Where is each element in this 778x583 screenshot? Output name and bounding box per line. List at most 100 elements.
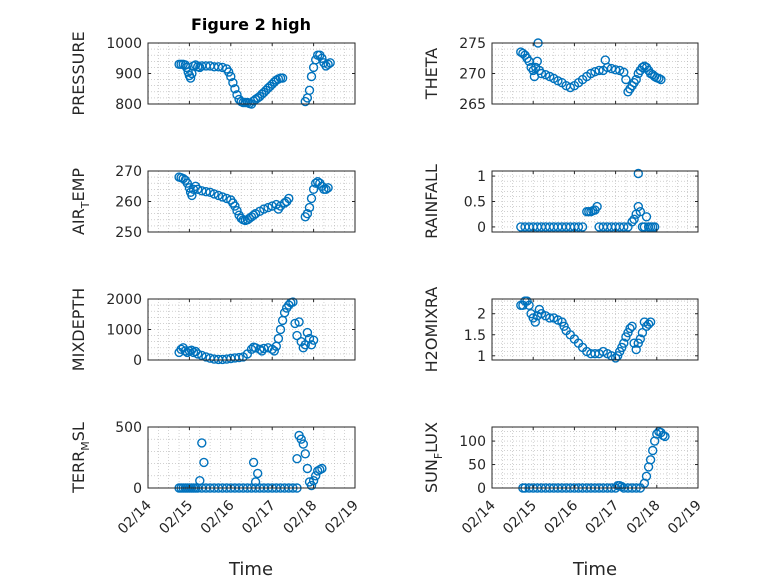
data-point xyxy=(187,190,197,201)
y-label-main: PRESSURE xyxy=(69,31,88,115)
axes-frame xyxy=(491,298,699,361)
data-point xyxy=(302,463,313,474)
data-point xyxy=(308,184,319,195)
x-tick-label: 02/15 xyxy=(500,498,540,538)
y-tick-label: 270 xyxy=(459,67,486,83)
data-point xyxy=(592,201,602,212)
data-point xyxy=(182,178,193,188)
y-label-rest: SL xyxy=(69,422,88,441)
y-tick-label: 275 xyxy=(459,36,486,52)
data-point xyxy=(617,481,627,492)
data-point xyxy=(269,346,279,356)
data-point xyxy=(181,62,192,73)
data-point xyxy=(530,317,540,327)
data-point xyxy=(209,189,219,199)
data-point xyxy=(302,208,313,219)
data-point xyxy=(306,340,317,350)
data-point xyxy=(645,455,656,465)
data-point xyxy=(633,201,643,212)
y-label-main: H2OMIXRA xyxy=(422,287,441,373)
y-label-main: MIXDEPTH xyxy=(69,288,88,371)
x-tick-label: 02/14 xyxy=(459,497,499,537)
data-point xyxy=(302,327,313,338)
data-point xyxy=(223,67,234,77)
y-label-subscript: M xyxy=(79,441,92,451)
y-tick-label: 500 xyxy=(115,420,142,436)
data-point xyxy=(308,335,319,345)
data-point xyxy=(635,334,645,344)
grid-lines xyxy=(147,298,356,361)
data-point xyxy=(292,454,302,464)
data-point xyxy=(294,317,304,327)
data-point xyxy=(633,168,643,179)
subplot-pressure: 800 900 1000 PRESSURE xyxy=(69,31,356,116)
subplot-terrmsl: 0 500 02/14 02/15 02/16 02/17 02/18 02/19 TERRMS… xyxy=(69,420,362,537)
subplot-air-temp: 250 260 270 AIRTEMP xyxy=(69,164,356,241)
data-point xyxy=(250,477,261,487)
data-point xyxy=(290,318,300,329)
data-point xyxy=(641,212,652,222)
series-markers xyxy=(174,172,333,226)
series-markers xyxy=(174,50,335,109)
data-point xyxy=(325,58,335,68)
data-point xyxy=(201,352,211,362)
y-axis-label: H2OMIXRA xyxy=(422,287,441,373)
data-point xyxy=(635,206,645,217)
y-tick-label: 1 xyxy=(477,169,486,185)
y-tick-label: 0 xyxy=(133,353,142,369)
data-point xyxy=(284,193,294,204)
y-axis-label: TERRMSL xyxy=(69,422,92,494)
y-label-main: SUN xyxy=(422,459,441,493)
data-point xyxy=(641,471,652,481)
data-point xyxy=(631,74,641,85)
axes-frame xyxy=(147,426,356,489)
data-point xyxy=(648,445,658,456)
series-markers xyxy=(516,38,666,97)
data-point xyxy=(304,85,315,96)
x-tick-label: 02/18 xyxy=(281,498,321,538)
data-point xyxy=(300,449,310,459)
y-tick-label: 100 xyxy=(459,434,486,450)
data-point xyxy=(306,71,317,82)
data-point xyxy=(230,84,240,94)
data-point xyxy=(317,463,327,474)
data-point xyxy=(656,74,666,85)
y-label-subscript: F xyxy=(432,453,445,459)
y-label-main: THETA xyxy=(422,48,441,100)
x-tick-label: 02/17 xyxy=(583,498,623,538)
data-point xyxy=(631,344,641,355)
data-point xyxy=(594,65,604,76)
data-point xyxy=(217,62,228,73)
series-markers xyxy=(174,297,319,365)
data-point xyxy=(263,202,273,213)
data-point xyxy=(275,324,286,335)
y-tick-label: 2 xyxy=(477,307,486,323)
figure-title: Figure 2 high xyxy=(191,15,311,34)
data-point xyxy=(306,480,317,491)
data-point xyxy=(323,183,333,193)
data-point xyxy=(577,222,588,232)
data-point xyxy=(650,222,660,232)
data-point xyxy=(248,457,259,468)
x-tick-label: 02/18 xyxy=(624,498,664,538)
axes-frame xyxy=(491,426,699,489)
y-axis-label: AIRTEMP xyxy=(69,168,92,235)
x-axis-label-right: Time xyxy=(572,559,617,580)
data-point xyxy=(213,190,224,201)
y-label-main: AIR xyxy=(69,208,88,235)
data-point xyxy=(259,204,269,214)
data-point xyxy=(625,323,635,334)
data-point xyxy=(306,193,317,204)
data-point xyxy=(232,90,242,100)
data-point xyxy=(619,338,629,348)
y-axis-label: MIXDEPTH xyxy=(69,288,88,371)
y-tick-label: 900 xyxy=(115,67,142,83)
data-point xyxy=(528,65,538,76)
series-markers xyxy=(516,168,660,232)
y-axis-label: RAINFALL xyxy=(422,164,441,239)
data-point xyxy=(621,74,631,85)
subplot-sunflux: 0 50 100 02/14 02/15 02/16 02/17 02/18 02/19 SUNF… xyxy=(422,422,705,537)
data-point xyxy=(627,217,637,227)
data-point xyxy=(559,321,569,331)
data-point xyxy=(192,349,203,359)
